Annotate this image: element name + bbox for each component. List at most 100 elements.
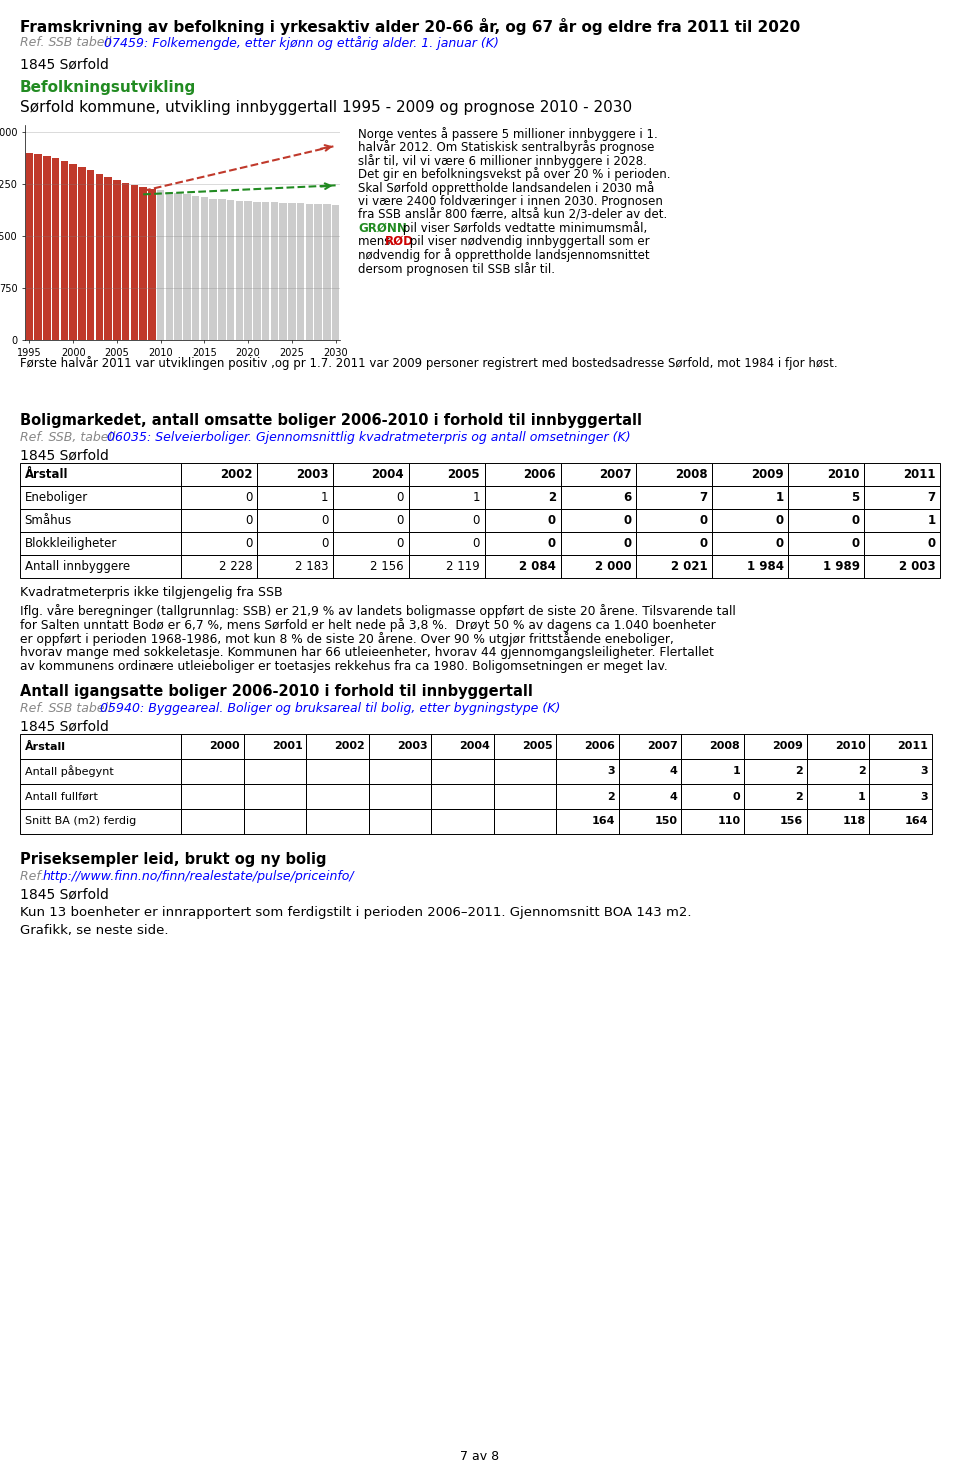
Bar xyxy=(485,555,561,578)
Text: 2 228: 2 228 xyxy=(219,560,252,574)
Text: 3: 3 xyxy=(608,766,615,776)
Bar xyxy=(369,758,431,783)
Bar xyxy=(139,186,147,340)
Bar xyxy=(20,758,181,783)
Text: 1845 Sørfold: 1845 Sørfold xyxy=(20,888,108,902)
Bar xyxy=(561,509,636,533)
Text: 1845 Sørfold: 1845 Sørfold xyxy=(20,449,108,464)
Text: av kommunens ordinære utleieboliger er toetasjes rekkehus fra ca 1980. Boligomse: av kommunens ordinære utleieboliger er t… xyxy=(20,660,668,673)
Bar xyxy=(493,734,557,758)
Bar xyxy=(333,533,409,555)
Bar xyxy=(485,464,561,486)
Text: Grafikk, se neste side.: Grafikk, se neste side. xyxy=(20,924,169,937)
Text: 1: 1 xyxy=(472,491,480,505)
Text: 2 119: 2 119 xyxy=(446,560,480,574)
Text: Antall påbegynt: Antall påbegynt xyxy=(25,766,113,778)
Bar xyxy=(35,154,42,340)
Bar xyxy=(175,194,181,340)
Bar xyxy=(20,533,181,555)
Text: fra SSB anslår 800 færre, altså kun 2/3-deler av det.: fra SSB anslår 800 færre, altså kun 2/3-… xyxy=(358,208,667,222)
Bar xyxy=(744,758,806,783)
Bar xyxy=(864,486,940,509)
Text: Det gir en befolkningsvekst på over 20 % i perioden.: Det gir en befolkningsvekst på over 20 %… xyxy=(358,167,670,182)
Text: Befolkningsutvikling: Befolkningsutvikling xyxy=(20,81,196,95)
Bar xyxy=(262,202,270,340)
Bar xyxy=(682,734,744,758)
Text: 1845 Sørfold: 1845 Sørfold xyxy=(20,720,108,734)
Bar xyxy=(156,191,164,340)
Bar xyxy=(20,486,181,509)
Bar xyxy=(493,783,557,808)
Bar xyxy=(181,509,257,533)
Bar xyxy=(806,734,869,758)
Bar xyxy=(806,783,869,808)
Text: 0: 0 xyxy=(245,491,252,505)
Bar xyxy=(227,200,234,340)
Text: vi være 2400 foldværinger i innen 2030. Prognosen: vi være 2400 foldværinger i innen 2030. … xyxy=(358,195,662,207)
Bar xyxy=(744,783,806,808)
Text: 06035: Selveierboliger. Gjennomsnittlig kvadratmeterpris og antall omsetninger (: 06035: Selveierboliger. Gjennomsnittlig … xyxy=(107,431,631,445)
Text: Snitt BA (m2) ferdig: Snitt BA (m2) ferdig xyxy=(25,817,136,826)
Bar xyxy=(131,185,138,340)
Text: 2011: 2011 xyxy=(898,741,928,751)
Bar xyxy=(493,758,557,783)
Bar xyxy=(333,555,409,578)
Bar xyxy=(557,783,619,808)
Bar xyxy=(561,533,636,555)
Bar xyxy=(306,758,369,783)
Bar xyxy=(409,509,485,533)
Bar xyxy=(332,205,339,340)
Bar xyxy=(806,808,869,835)
Text: 1 984: 1 984 xyxy=(747,560,783,574)
Bar xyxy=(183,194,191,340)
Bar xyxy=(333,464,409,486)
Bar xyxy=(20,734,181,758)
Text: 2002: 2002 xyxy=(334,741,365,751)
Bar xyxy=(257,555,333,578)
Bar xyxy=(105,178,112,340)
Text: 2: 2 xyxy=(795,792,803,801)
Bar xyxy=(324,204,330,340)
Text: 0: 0 xyxy=(548,537,556,550)
Text: slår til, vil vi være 6 millioner innbyggere i 2028.: slår til, vil vi være 6 millioner innbyg… xyxy=(358,154,647,167)
Bar xyxy=(78,167,85,340)
Bar xyxy=(619,783,682,808)
Text: Framskrivning av befolkning i yrkesaktiv alder 20-66 år, og 67 år og eldre fra 2: Framskrivning av befolkning i yrkesaktiv… xyxy=(20,18,801,35)
Text: Ref. SSB tabell: Ref. SSB tabell xyxy=(20,703,115,714)
Text: 4: 4 xyxy=(670,766,678,776)
Text: 7: 7 xyxy=(700,491,708,505)
Text: 2 003: 2 003 xyxy=(899,560,935,574)
Bar xyxy=(218,200,226,340)
Bar xyxy=(712,464,788,486)
Text: Iflg. våre beregninger (tallgrunnlag: SSB) er 21,9 % av landets boligmasse oppfø: Iflg. våre beregninger (tallgrunnlag: SS… xyxy=(20,604,735,618)
Text: 118: 118 xyxy=(842,817,866,826)
Bar xyxy=(431,758,493,783)
Text: 3: 3 xyxy=(921,792,928,801)
Text: Første halvår 2011 var utviklingen positiv ,og pr 1.7. 2011 var 2009 personer re: Første halvår 2011 var utviklingen posit… xyxy=(20,356,838,370)
Bar xyxy=(333,486,409,509)
Text: 2: 2 xyxy=(548,491,556,505)
Bar xyxy=(69,164,77,340)
Text: 2: 2 xyxy=(857,766,866,776)
Text: 2001: 2001 xyxy=(272,741,302,751)
Bar xyxy=(257,486,333,509)
Bar xyxy=(636,533,712,555)
Bar xyxy=(288,202,296,340)
Text: 2 084: 2 084 xyxy=(519,560,556,574)
Text: nødvendig for å opprettholde landsjennomsnittet: nødvendig for å opprettholde landsjennom… xyxy=(358,248,650,263)
Bar xyxy=(788,555,864,578)
Text: 0: 0 xyxy=(776,513,783,527)
Bar xyxy=(87,170,94,340)
Bar xyxy=(305,204,313,340)
Bar xyxy=(181,734,244,758)
Text: 2002: 2002 xyxy=(220,468,252,481)
Bar xyxy=(333,509,409,533)
Bar xyxy=(485,533,561,555)
Bar xyxy=(712,486,788,509)
Text: 2: 2 xyxy=(608,792,615,801)
Text: Ref. SSB, tabell: Ref. SSB, tabell xyxy=(20,431,119,445)
Bar xyxy=(52,158,60,340)
Bar xyxy=(485,486,561,509)
Text: Småhus: Småhus xyxy=(25,513,72,527)
Bar xyxy=(869,758,932,783)
